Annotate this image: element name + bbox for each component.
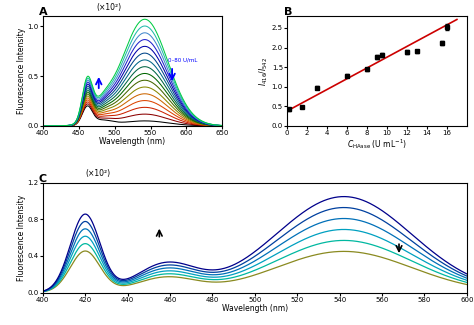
Text: 0–80 U/mL: 0–80 U/mL [168, 57, 198, 62]
Y-axis label: Fluorescence Intensity: Fluorescence Intensity [17, 28, 26, 114]
X-axis label: Wavelength (nm): Wavelength (nm) [100, 137, 165, 147]
Y-axis label: $I_{416}$/$I_{542}$: $I_{416}$/$I_{542}$ [258, 57, 270, 86]
Y-axis label: Fluorescence Intensity: Fluorescence Intensity [17, 195, 26, 281]
Text: A: A [39, 7, 48, 18]
Text: B: B [283, 7, 292, 18]
X-axis label: Wavelength (nm): Wavelength (nm) [222, 304, 288, 313]
Text: C: C [38, 174, 46, 184]
X-axis label: $C_{\rm HAase}$ (U mL$^{-1}$): $C_{\rm HAase}$ (U mL$^{-1}$) [347, 137, 407, 151]
Text: (×10²): (×10²) [97, 3, 122, 12]
Text: (×10²): (×10²) [85, 170, 110, 178]
